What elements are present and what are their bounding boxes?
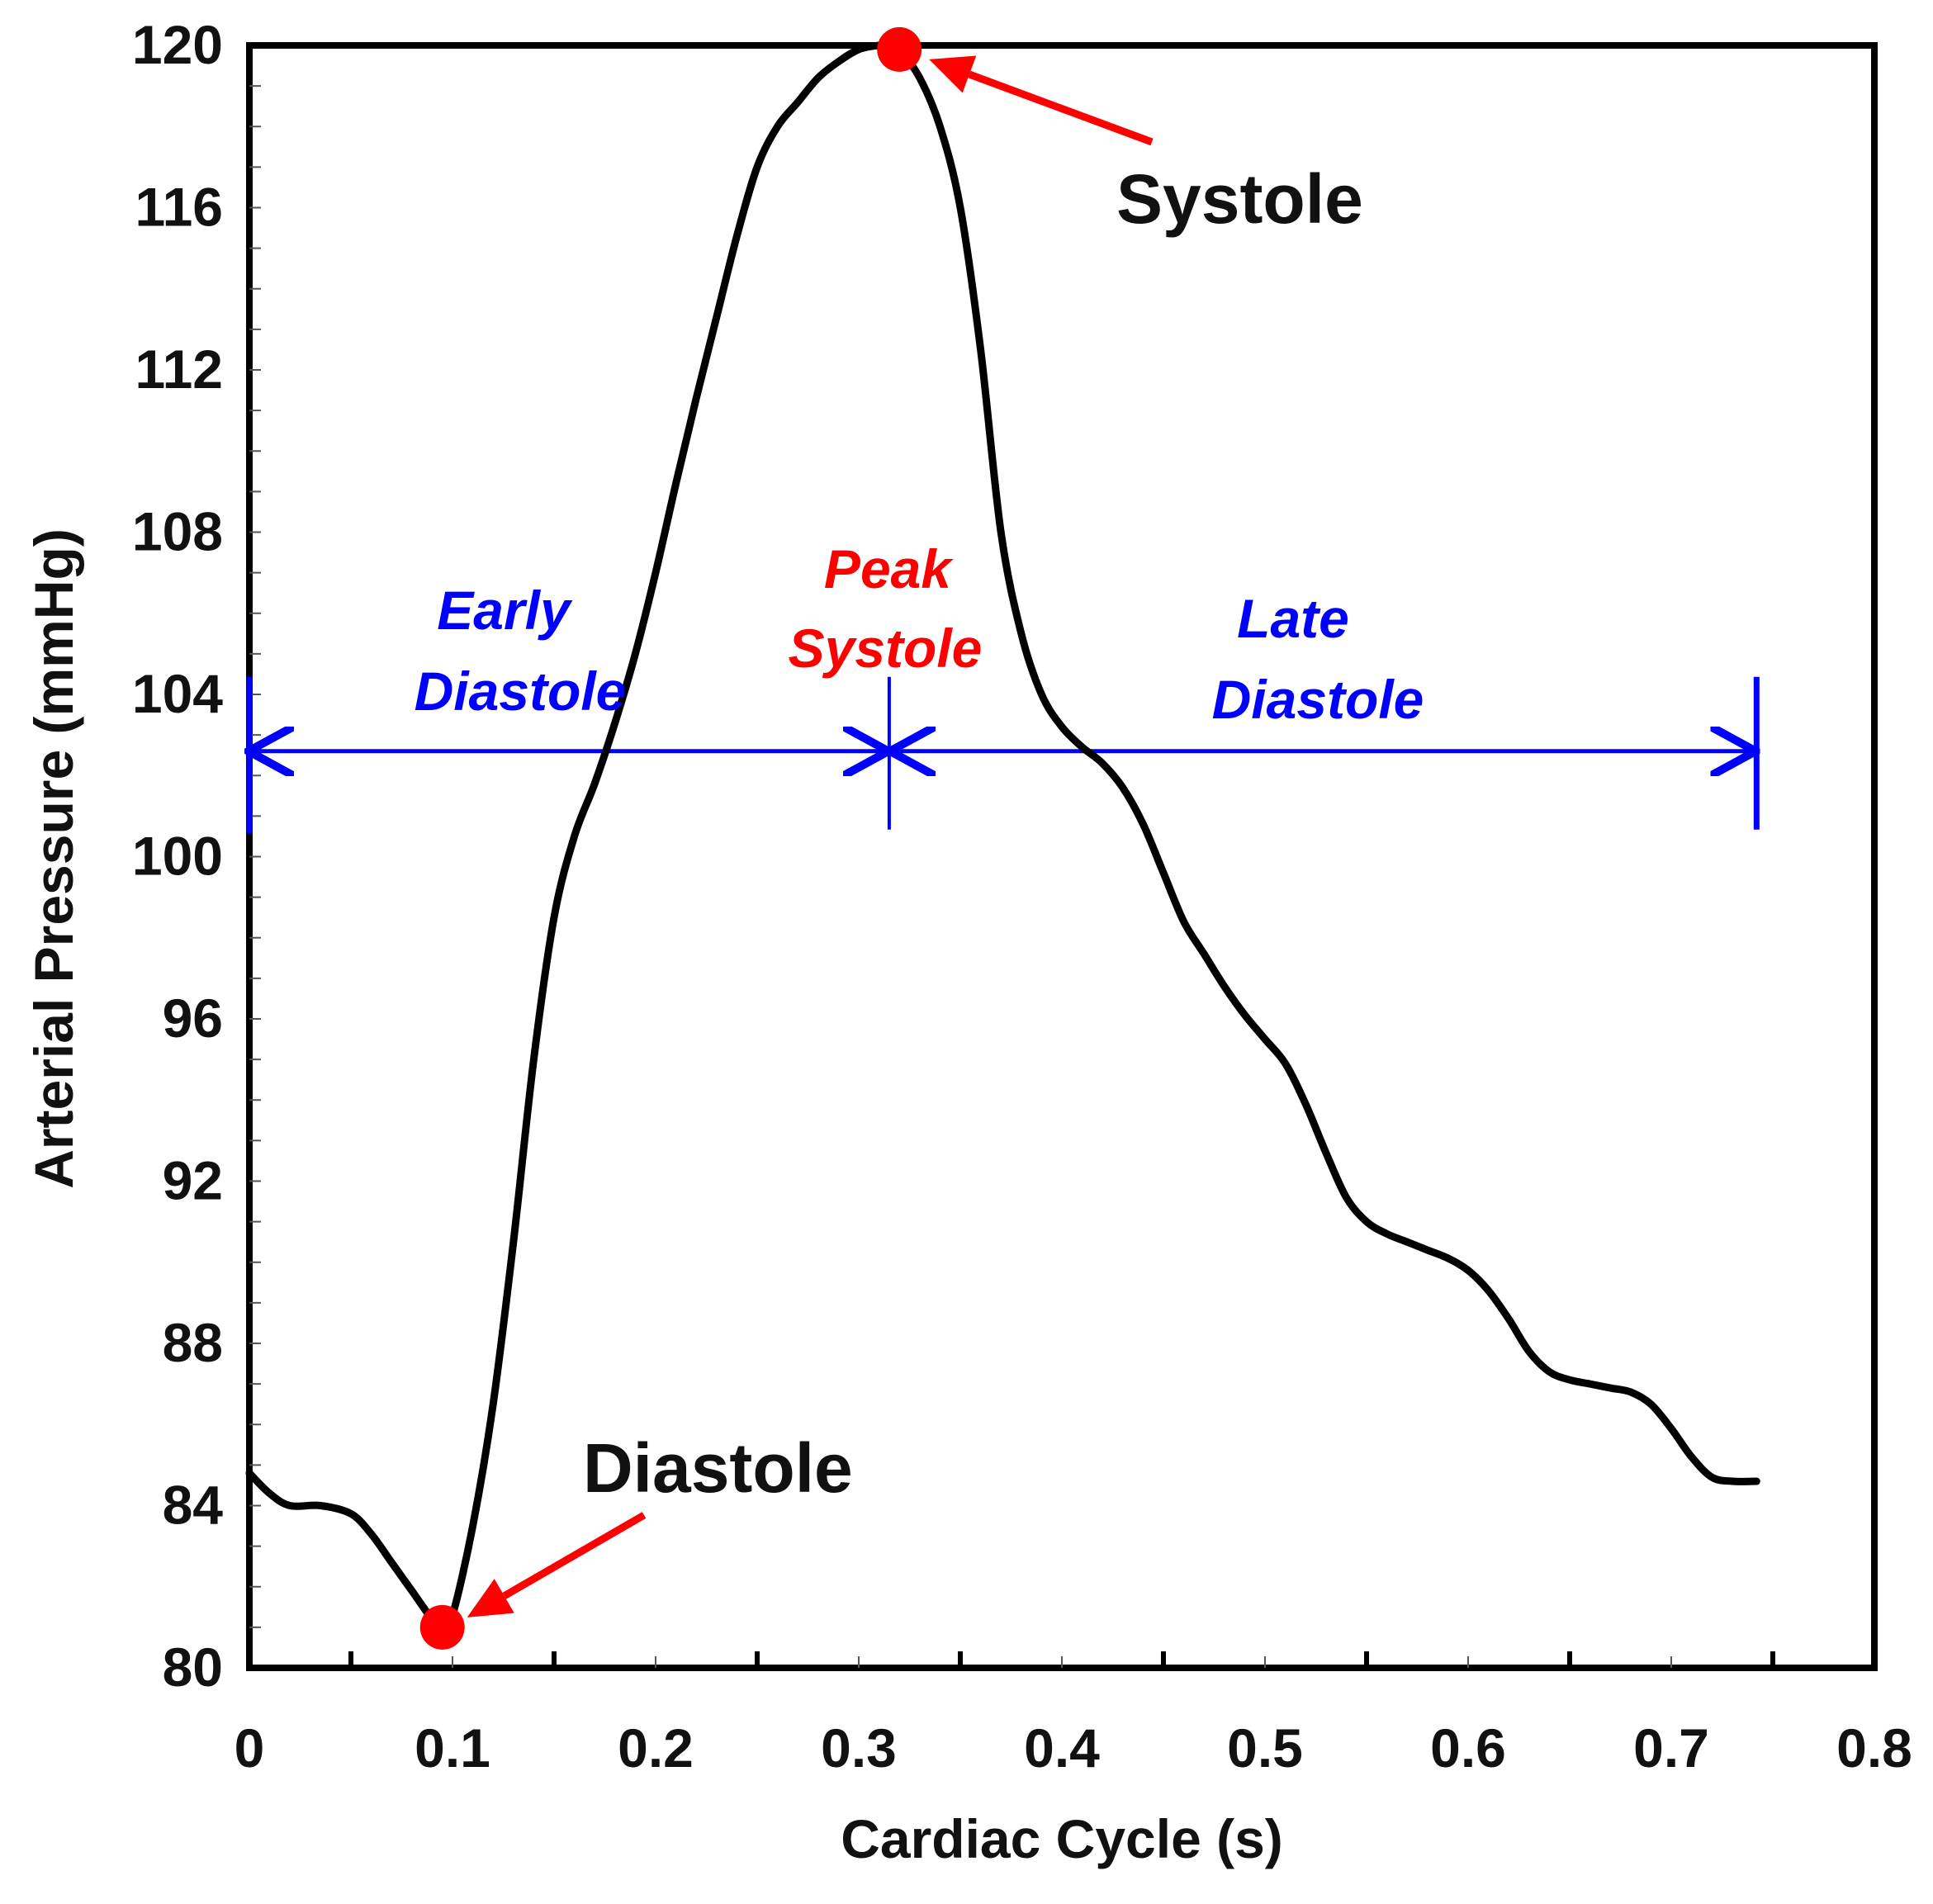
late-diastole-label-line1: Late bbox=[1237, 588, 1349, 649]
diastole-arrow bbox=[467, 1512, 647, 1617]
y-tick-label: 108 bbox=[132, 501, 223, 562]
y-tick-label: 92 bbox=[163, 1150, 223, 1211]
y-tick-label: 84 bbox=[163, 1475, 224, 1536]
x-tick-label: 0.1 bbox=[415, 1717, 490, 1778]
y-tick-label: 120 bbox=[132, 14, 223, 75]
y-tick-label: 112 bbox=[135, 339, 223, 400]
minor-ticks bbox=[249, 85, 1775, 1668]
systole-marker bbox=[877, 26, 922, 72]
y-axis-title: Arterial Pressure (mmHg) bbox=[23, 528, 84, 1189]
x-tick-label: 0.8 bbox=[1836, 1717, 1912, 1778]
x-tick-label: 0.6 bbox=[1430, 1717, 1506, 1778]
x-tick-label: 0.7 bbox=[1633, 1717, 1709, 1778]
systole-arrow bbox=[929, 55, 1154, 146]
x-axis-tick-labels: 0 0.1 0.2 0.3 0.4 0.5 0.6 0.7 0.8 bbox=[235, 1717, 1912, 1778]
early-diastole-label-line1: Early bbox=[437, 580, 573, 641]
systole-annotation: Systole bbox=[1116, 160, 1363, 238]
phase-brackets bbox=[249, 676, 1756, 834]
x-tick-label: 0.5 bbox=[1227, 1717, 1303, 1778]
x-axis-title: Cardiac Cycle (s) bbox=[841, 1808, 1283, 1869]
diastole-annotation: Diastole bbox=[583, 1429, 853, 1507]
y-tick-label: 80 bbox=[163, 1636, 223, 1698]
x-tick-label: 0.3 bbox=[821, 1717, 897, 1778]
y-tick-label: 96 bbox=[163, 988, 223, 1049]
y-tick-label: 116 bbox=[135, 177, 223, 238]
y-tick-label: 88 bbox=[163, 1312, 223, 1373]
peak-systole-label-line2: Systole bbox=[789, 618, 983, 679]
y-tick-label: 104 bbox=[132, 663, 223, 724]
early-diastole-label-line2: Diastole bbox=[415, 661, 627, 722]
diastole-marker bbox=[419, 1604, 465, 1650]
y-axis-tick-labels: 80 84 88 92 96 100 104 108 112 116 120 bbox=[132, 14, 223, 1698]
x-tick-label: 0 bbox=[235, 1717, 265, 1778]
x-tick-label: 0.2 bbox=[618, 1717, 694, 1778]
arterial-pressure-line bbox=[245, 40, 1760, 1632]
late-diastole-label-line2: Diastole bbox=[1212, 669, 1424, 730]
peak-systole-label-line1: Peak bbox=[824, 538, 954, 599]
y-tick-label: 100 bbox=[132, 826, 223, 887]
x-tick-label: 0.4 bbox=[1024, 1717, 1100, 1778]
